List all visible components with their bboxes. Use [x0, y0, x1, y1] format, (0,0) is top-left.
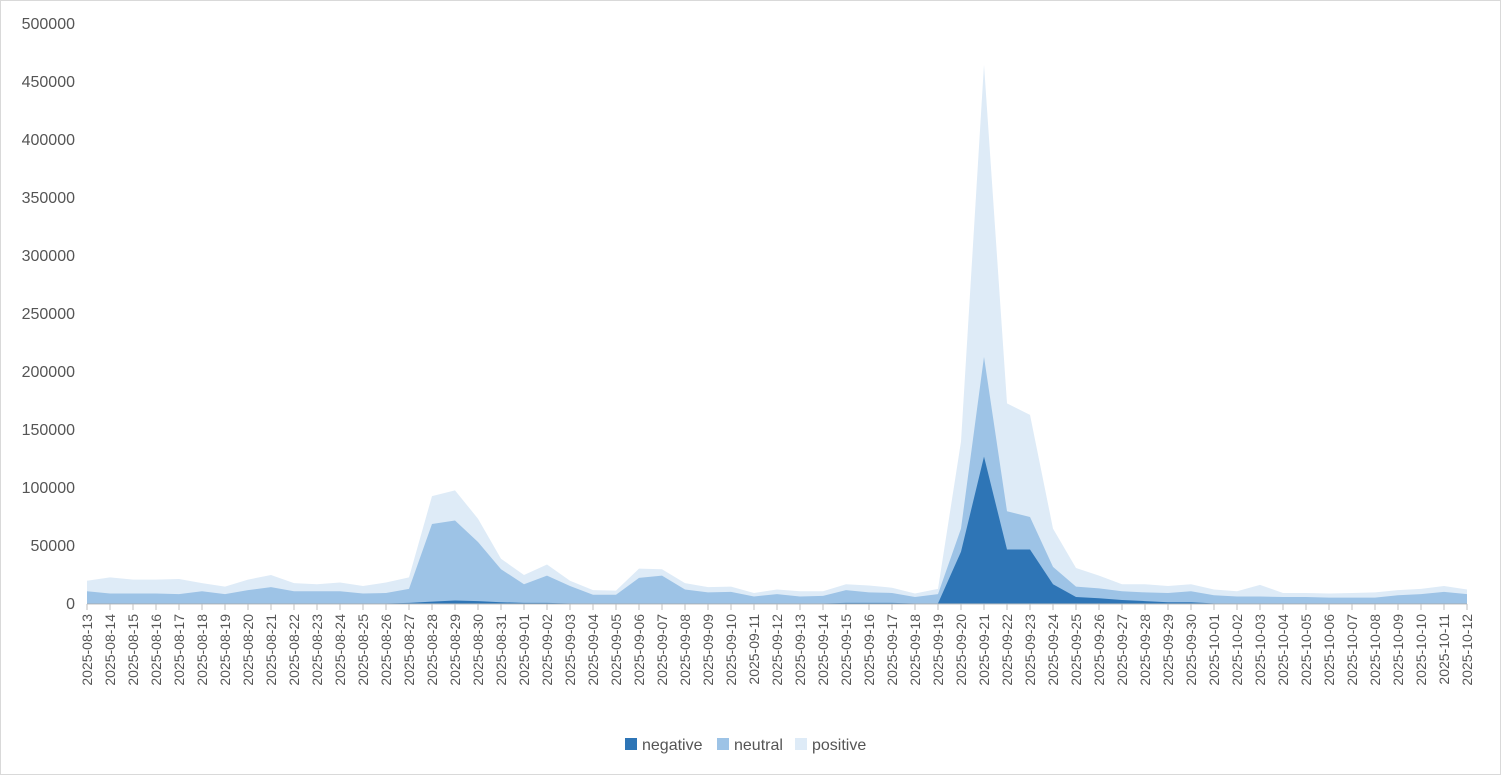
x-tick-label: 2025-10-07: [1344, 614, 1360, 686]
x-tick-label: 2025-09-05: [608, 614, 624, 686]
x-tick-label: 2025-08-20: [240, 614, 256, 686]
x-tick-label: 2025-10-01: [1206, 614, 1222, 686]
y-tick-label: 100000: [22, 480, 75, 497]
area-layers: [87, 64, 1467, 605]
x-tick-label: 2025-09-17: [884, 614, 900, 686]
x-tick-label: 2025-09-03: [562, 614, 578, 686]
x-tick-label: 2025-09-27: [1114, 614, 1130, 686]
x-tick-label: 2025-10-03: [1252, 614, 1268, 686]
y-tick-label: 200000: [22, 364, 75, 381]
x-tick-label: 2025-09-10: [723, 614, 739, 686]
x-tick-label: 2025-10-04: [1275, 614, 1291, 686]
x-tick-label: 2025-09-21: [976, 614, 992, 686]
legend-label-positive: positive: [812, 737, 866, 754]
x-tick-label: 2025-09-29: [1160, 614, 1176, 686]
x-tick-label: 2025-10-09: [1390, 614, 1406, 686]
legend-swatch-positive: [795, 738, 807, 750]
x-tick-label: 2025-08-23: [309, 614, 325, 686]
x-tick-label: 2025-09-20: [953, 614, 969, 686]
y-axis: 0 50000 100000 150000 200000 250000 300000 3500…: [22, 16, 75, 613]
x-tick-label: 2025-08-28: [424, 614, 440, 686]
x-tick-label: 2025-08-14: [102, 614, 118, 686]
x-tick-label: 2025-09-23: [1022, 614, 1038, 686]
x-tick-label: 2025-09-30: [1183, 614, 1199, 686]
x-tick-label: 2025-08-30: [470, 614, 486, 686]
x-tick-label: 2025-08-29: [447, 614, 463, 686]
x-tick-label: 2025-09-16: [861, 614, 877, 686]
x-tick-label: 2025-09-07: [654, 614, 670, 686]
x-tick-label: 2025-09-12: [769, 614, 785, 686]
x-tick-label: 2025-08-31: [493, 614, 509, 686]
x-tick-label: 2025-09-13: [792, 614, 808, 686]
x-tick-label: 2025-10-05: [1298, 614, 1314, 686]
x-tick-label: 2025-09-28: [1137, 614, 1153, 686]
x-tick-label: 2025-08-22: [286, 614, 302, 686]
x-tick-label: 2025-09-09: [700, 614, 716, 686]
x-tick-label: 2025-08-16: [148, 614, 164, 686]
y-tick-label: 350000: [22, 190, 75, 207]
x-tick-label: 2025-09-25: [1068, 614, 1084, 686]
y-tick-label: 500000: [22, 16, 75, 33]
x-tick-label: 2025-10-11: [1436, 614, 1452, 685]
x-tick-label: 2025-08-26: [378, 614, 394, 686]
x-tick-label: 2025-09-04: [585, 614, 601, 686]
x-tick-label: 2025-09-02: [539, 614, 555, 686]
x-tick-label: 2025-08-13: [79, 614, 95, 686]
x-tick-label: 2025-10-10: [1413, 614, 1429, 686]
x-tick-label: 2025-08-19: [217, 614, 233, 686]
x-tick-label: 2025-09-22: [999, 614, 1015, 686]
x-axis: 2025-08-13 2025-08-14 2025-08-15 2025-08-16…: [79, 603, 1475, 686]
x-tick-label: 2025-09-08: [677, 614, 693, 686]
y-tick-label: 0: [66, 596, 75, 613]
y-tick-label: 150000: [22, 422, 75, 439]
x-tick-label: 2025-09-26: [1091, 614, 1107, 686]
area-positive: [87, 64, 1467, 605]
x-tick-label: 2025-09-14: [815, 614, 831, 686]
x-tick-label: 2025-09-11: [746, 614, 762, 685]
legend-label-neutral: neutral: [734, 737, 783, 754]
x-tick-label: 2025-08-18: [194, 614, 210, 686]
x-tick-label: 2025-10-06: [1321, 614, 1337, 686]
area-neutral: [87, 356, 1467, 604]
x-tick-label: 2025-09-15: [838, 614, 854, 686]
x-tick-label: 2025-10-08: [1367, 614, 1383, 686]
x-tick-label: 2025-08-24: [332, 614, 348, 686]
x-tick-label: 2025-08-27: [401, 614, 417, 686]
x-tick-label: 2025-10-12: [1459, 614, 1475, 686]
y-tick-label: 450000: [22, 74, 75, 91]
x-tick-label: 2025-09-18: [907, 614, 923, 686]
x-tick-label: 2025-08-15: [125, 614, 141, 686]
x-tick-label: 2025-08-25: [355, 614, 371, 686]
x-tick-label: 2025-08-21: [263, 614, 279, 686]
x-tick-label: 2025-09-06: [631, 614, 647, 686]
x-tick-label: 2025-09-24: [1045, 614, 1061, 686]
legend-label-negative: negative: [642, 737, 703, 754]
legend: negative neutral positive: [625, 737, 866, 754]
area-negative: [87, 456, 1467, 604]
x-tick-label: 2025-10-02: [1229, 614, 1245, 686]
x-tick-label: 2025-08-17: [171, 614, 187, 686]
legend-swatch-negative: [625, 738, 637, 750]
y-tick-label: 300000: [22, 248, 75, 265]
x-tick-label: 2025-09-19: [930, 614, 946, 686]
y-tick-label: 250000: [22, 306, 75, 323]
y-tick-label: 50000: [31, 538, 76, 555]
legend-swatch-neutral: [717, 738, 729, 750]
y-tick-label: 400000: [22, 132, 75, 149]
x-tick-label: 2025-09-01: [516, 614, 532, 686]
